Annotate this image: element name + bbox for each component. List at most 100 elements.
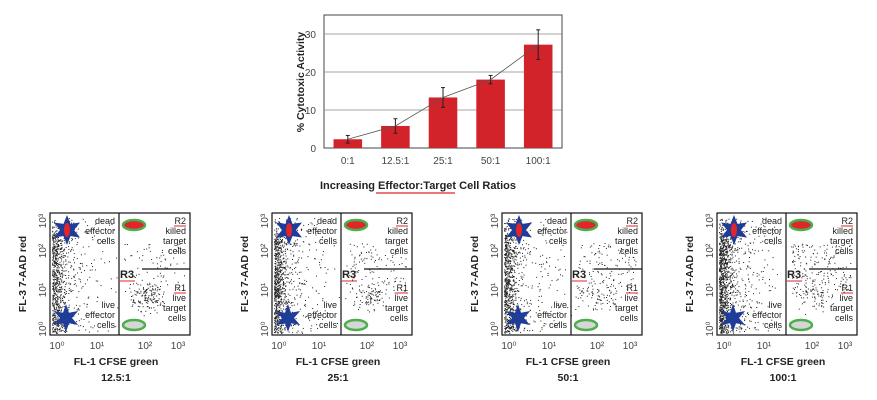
point: [771, 286, 773, 288]
point: [275, 316, 277, 318]
point: [143, 291, 145, 293]
point: [279, 263, 281, 265]
point: [55, 243, 57, 245]
point: [68, 306, 70, 308]
point: [806, 263, 808, 265]
point: [385, 264, 387, 266]
point: [350, 268, 352, 270]
point: [739, 300, 741, 302]
point: [506, 242, 508, 244]
point: [834, 262, 836, 264]
point: [285, 277, 287, 278]
point: [510, 270, 511, 272]
point: [504, 302, 506, 304]
point: [276, 247, 278, 248]
point: [349, 243, 351, 245]
point: [719, 300, 721, 302]
point: [731, 269, 733, 271]
point: [771, 319, 773, 321]
point: [280, 272, 282, 274]
point: [598, 295, 600, 297]
point: [278, 265, 280, 267]
point: [581, 290, 583, 292]
point: [725, 275, 727, 277]
point: [756, 273, 758, 274]
point: [719, 227, 720, 229]
point: [381, 281, 383, 283]
point: [506, 291, 508, 293]
point: [546, 262, 548, 264]
point: [510, 307, 512, 309]
point: [733, 332, 735, 334]
point: [729, 278, 731, 280]
point: [53, 304, 55, 306]
point: [68, 304, 70, 306]
point: [178, 247, 180, 249]
point: [281, 262, 283, 264]
point: [52, 302, 53, 304]
point: [723, 304, 725, 306]
point: [744, 318, 746, 320]
point: [523, 330, 525, 332]
point: [63, 261, 65, 263]
point: [281, 279, 283, 281]
point: [109, 224, 111, 226]
point: [628, 270, 630, 272]
point: [720, 282, 722, 283]
point: [722, 302, 724, 304]
point: [729, 250, 731, 252]
point: [755, 288, 757, 290]
point: [792, 261, 794, 262]
point: [720, 332, 722, 334]
point: [137, 291, 139, 293]
point: [719, 307, 721, 309]
point: [719, 306, 721, 308]
point: [281, 251, 283, 253]
point: [369, 297, 371, 299]
point: [506, 294, 508, 296]
point: [289, 267, 291, 269]
point: [276, 268, 278, 270]
point: [739, 293, 741, 295]
point: [730, 280, 732, 282]
point: [59, 240, 61, 242]
point: [57, 247, 59, 249]
point: [736, 273, 738, 275]
point: [65, 282, 67, 284]
point: [56, 269, 58, 271]
point: [741, 278, 743, 280]
point: [145, 289, 147, 291]
point: [89, 269, 91, 271]
point: [52, 235, 54, 237]
point: [366, 291, 368, 293]
point: [356, 296, 358, 298]
point: [153, 294, 155, 296]
point: [59, 276, 61, 278]
point: [64, 331, 66, 333]
point: [291, 263, 293, 265]
point: [722, 256, 724, 258]
point: [618, 260, 620, 262]
point: [276, 272, 278, 274]
point: [735, 302, 737, 304]
point: [727, 262, 729, 263]
point: [177, 289, 179, 291]
point: [352, 288, 354, 290]
point: [279, 330, 281, 332]
point: [615, 264, 617, 266]
point: [754, 250, 756, 252]
point: [277, 297, 279, 299]
point: [719, 223, 721, 225]
point: [279, 302, 280, 304]
point: [597, 271, 599, 273]
point: [515, 298, 517, 300]
point: [719, 270, 720, 272]
point: [724, 275, 726, 277]
point: [110, 288, 112, 290]
point: [721, 278, 723, 280]
dead-marker-icon: [286, 223, 292, 237]
point: [510, 301, 512, 303]
point: [55, 257, 57, 259]
point: [62, 281, 64, 283]
